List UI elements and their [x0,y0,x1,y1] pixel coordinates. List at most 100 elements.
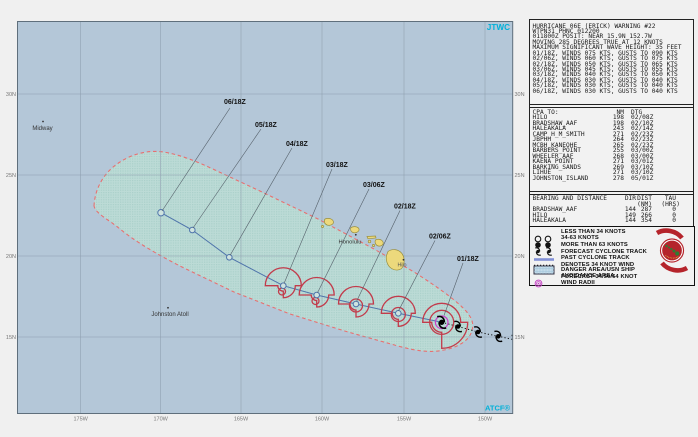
place-dots [42,120,405,309]
place-label-johnston: Johnston Atoll [151,312,188,318]
legend-item-wind-radii: FORECAST 34/50/64 KNOT WIND RADII [533,274,692,288]
warning-line: MAXIMUM SIGNIFICANT WAVE HEIGHT: 35 FEET [532,44,682,52]
lon-label: 175W [74,417,89,423]
legend-label: MORE THAN 63 KNOTS [561,241,628,248]
cpa-row: JBPHH 264 02/23Z [532,136,654,143]
dtg-label: 03/06Z [363,182,386,189]
lat-label: 20N [6,254,16,260]
cpa-row: KAENA_POINT 271 03/01Z [532,158,654,165]
warning-line: 011800Z POSIT: NEAR 15.9N 152.7W [532,33,652,41]
warning-line: MOVING 285 DEGREES TRUE AT 12 KNOTS [532,38,663,46]
cpa-row: WHEELER_AAF 268 03/00Z [532,152,654,160]
lat-label: 20N [515,254,525,260]
legend-item-gt63: MORE THAN 63 KNOTS [533,241,692,256]
34-63-knots-icon [533,236,559,248]
warning-text-panel: HURRICANE 06E (ERICK) WARNING #22 WTPN31 … [529,18,694,228]
graticule [17,21,513,414]
place-label-hilo: Hilo [398,263,407,269]
gt63-knots-icon [533,243,559,256]
bearing-units: (NM) (HRS) [530,200,693,208]
cpa-row: JOHNSTON_ISLAND 278 05/01Z [532,174,654,182]
island-niihau [321,225,324,228]
legend-label: DENOTES 34 KNOT WIND DANGER AREA/USN SHI… [561,261,635,280]
cphc-hurricane-logo [646,228,692,285]
lt34-knots-icon [533,230,559,242]
cpa-title: CPA TO: [532,108,559,116]
lat-label: 30N [6,92,16,98]
island-molokai [366,235,377,240]
island-lanai [367,239,372,244]
warning-line: 02/06Z, WINDS 060 KTS, GUSTS TO 075 KTS [532,55,678,63]
jtwc-watermark: JTWC [487,23,510,32]
legend-label: PAST CYCLONE TRACK [561,255,630,261]
warning-lines: HURRICANE 06E (ERICK) WARNING #22 WTPN31 … [530,23,693,95]
atcf-watermark: ATCF® [485,404,510,413]
cpa-row: MCBH_KANEOHE 265 02/23Z [532,141,654,149]
warning-line: 03/18Z, WINDS 040 KTS, GUSTS TO 050 KTS [532,71,678,79]
cpa-row: HALEAKALA 243 02/14Z [532,125,654,132]
cpa-row: CAMP_H_M_SMITH 271 02/23Z [532,130,654,138]
dtg-label: 03/18Z [326,162,349,169]
island-kahoolawe [372,244,375,247]
forecast-wind-radii [264,267,469,349]
cpa-row: BARKING_SANDS 269 03/10Z [532,163,654,171]
bearing-unit-hrs: (HRS) [661,200,680,208]
cpa-header: CPA TO: NM DTG [530,108,693,116]
bearing-row: HILO 149 266 0 [532,211,677,219]
dtg-label: 04/18Z [286,141,309,148]
forecast-track-icon [533,250,559,261]
bearing-col-dist: DIST [637,195,652,202]
bearing-title: BEARING AND DISTANCE [532,195,608,202]
lat-label: 25N [6,173,16,179]
danger-area-icon [533,263,559,274]
section-divider [530,190,693,195]
wind-danger-area [93,150,474,352]
section-divider [530,103,693,108]
legend: LESS THAN 34 KNOTS 34-63 KNOTS MORE THAN… [529,226,695,288]
lon-label: 160W [315,417,330,423]
warning-line: 01/18Z, WINDS 075 KTS, GUSTS TO 090 KTS [532,49,678,57]
lon-label: 155W [397,417,412,423]
dtg-label: 01/18Z [457,256,480,263]
place-label-honolulu: Honolulu [339,240,362,246]
map-border [17,21,514,414]
bearing-unit-nm: (NM) [637,200,652,208]
bearing-rows: BRADSHAW_AAF 144 287 0 HILO 149 266 0 HALEAKALA 1… [530,206,693,224]
legend-item-forecast-track: FORECAST CYCLONE TRACK [533,248,692,261]
cpa-col-dtg: DTG [631,108,643,116]
legend-item-lt34: LESS THAN 34 KNOTS [533,229,692,242]
hawaiian-islands [321,218,405,271]
bearing-row: HALEAKALA 144 354 0 [532,217,677,224]
dtg-label: 02/06Z [429,234,452,241]
cpa-row: BARBERS_POINT 255 03/00Z [532,147,654,154]
forecast-positions [157,209,402,317]
bearing-section: BEARING AND DISTANCE DIR DIST TAU (NM) (… [530,195,693,224]
label-leaders [161,107,464,316]
island-kauai [323,218,334,226]
lat-label: 15N [515,335,525,341]
wind-radii-icon [533,275,559,288]
current-64kt-radii [434,315,449,330]
cpa-row: HILO 198 02/08Z [532,114,654,121]
warning-line: 05/18Z, WINDS 030 KTS, GUSTS TO 040 KTS [532,82,678,90]
island-hawaii [385,249,405,271]
warning-line: 04/18Z, WINDS 030 KTS, GUSTS TO 040 KTS [532,76,678,84]
bearing-row: BRADSHAW_AAF 144 287 0 [532,206,677,213]
legend-item-danger-area: DENOTES 34 KNOT WIND DANGER AREA/USN SHI… [533,262,692,279]
lon-label: 170W [154,417,169,423]
warning-line: 06/18Z, WINDS 030 KTS, GUSTS TO 040 KTS [532,87,678,95]
dtg-label: 02/18Z [394,204,417,211]
cpa-section: CPA TO: NM DTG HILO 198 02/08Z BRADSHAW_AAF… [530,108,693,182]
lon-label: 165W [234,417,249,423]
cpa-rows: HILO 198 02/08Z BRADSHAW_AAF 198 02/10Z HALEAK… [530,114,693,182]
lat-label: 25N [515,173,525,179]
lon-label: 150W [478,417,493,423]
legend-item-34-63: 34-63 KNOTS [533,235,692,248]
cpa-col-nm: NM [616,108,624,116]
dtg-label: 06/18Z [224,99,247,106]
bearing-header: BEARING AND DISTANCE DIR DIST TAU [530,195,693,202]
place-label-midway: Midway [32,126,52,132]
legend-label: FORECAST CYCLONE TRACK [561,248,647,255]
warning-line: 02/18Z, WINDS 050 KTS, GUSTS TO 065 KTS [532,60,678,68]
